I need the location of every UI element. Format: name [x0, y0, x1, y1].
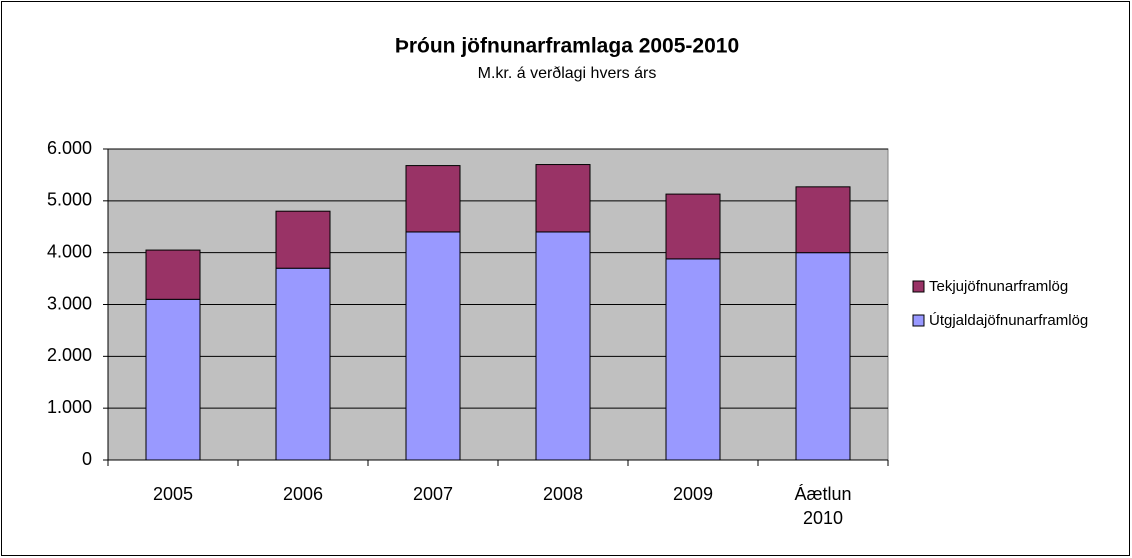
bar-segment — [405, 231, 461, 461]
x-tick-label: 2005 — [152, 484, 194, 504]
bar-segment — [405, 165, 461, 233]
bar-segment — [795, 186, 851, 254]
chart-subtitle: M.kr. á verðlagi hvers árs — [478, 65, 657, 82]
legend-label: Útgjaldajöfnunarframlög — [929, 312, 1088, 329]
bar-segment — [535, 231, 591, 461]
bar-segment — [665, 258, 721, 461]
x-tick-label: Áætlun 2010 — [794, 484, 852, 528]
x-tick-label: 2009 — [672, 484, 714, 504]
bar-segment — [275, 267, 331, 461]
y-tick-label: 1.000 — [47, 397, 92, 417]
y-tick-label: 4.000 — [47, 241, 92, 261]
legend-label: Tekjujöfnunarframlög — [929, 278, 1068, 295]
bar-segment — [535, 164, 591, 233]
x-tick-label: 2008 — [542, 484, 584, 504]
bar-segment — [795, 252, 851, 461]
chart-title: Þróun jöfnunarframlaga 2005-2010 — [395, 35, 739, 58]
legend-swatch — [912, 280, 925, 293]
legend-swatch — [912, 314, 925, 327]
y-tick-label: 3.000 — [47, 293, 92, 313]
y-tick-label: 0 — [82, 449, 92, 469]
y-tick-label: 5.000 — [47, 190, 92, 210]
bar-segment — [665, 193, 721, 260]
x-tick-label: 2007 — [412, 484, 454, 504]
x-tick-label: 2006 — [282, 484, 324, 504]
y-tick-label: 2.000 — [47, 345, 92, 365]
bar-segment — [145, 249, 201, 300]
bar-segment — [145, 298, 201, 461]
y-tick-label: 6.000 — [47, 138, 92, 158]
bar-segment — [275, 210, 331, 269]
